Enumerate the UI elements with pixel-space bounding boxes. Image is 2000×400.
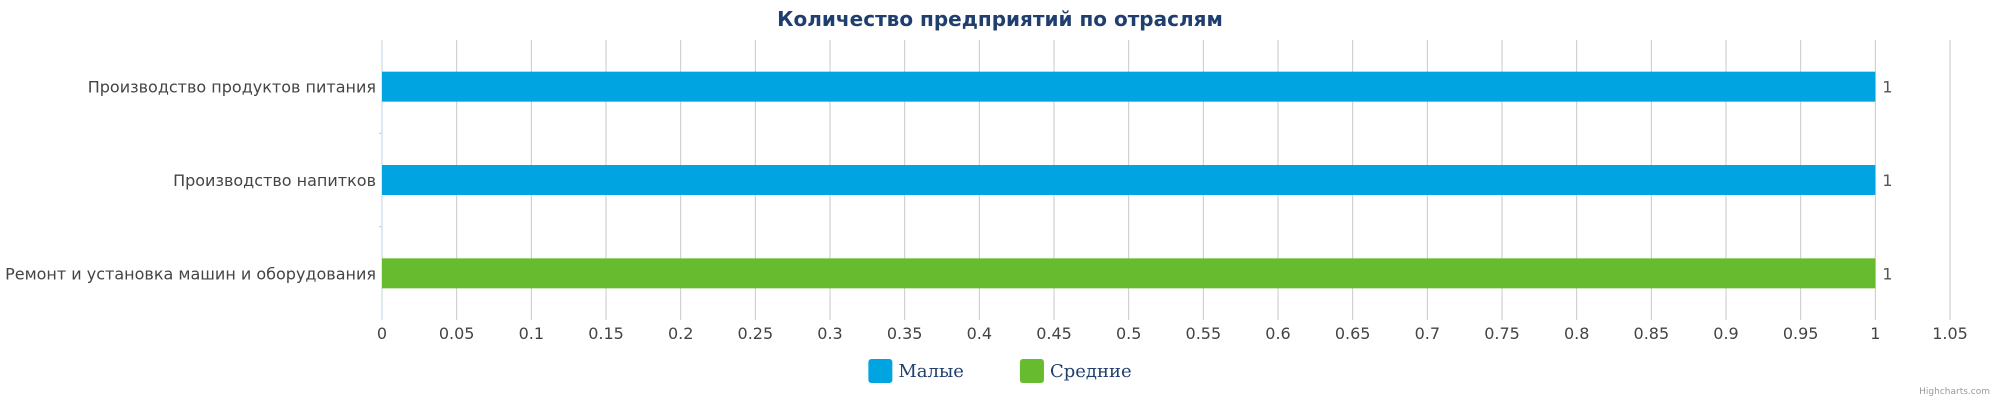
legend: Малые Средние bbox=[868, 359, 1132, 383]
category-label: Ремонт и установка машин и оборудования bbox=[5, 264, 376, 283]
tick-label: 0.95 bbox=[1783, 324, 1819, 343]
tick-label: 0 bbox=[377, 324, 387, 343]
tick-label: 0.6 bbox=[1265, 324, 1290, 343]
category-label: Производство продуктов питания bbox=[88, 78, 376, 97]
data-label: 1 bbox=[1882, 171, 1892, 190]
tick-label: 0.45 bbox=[1036, 324, 1072, 343]
tick-label: 0.55 bbox=[1186, 324, 1222, 343]
category-label: Производство напитков bbox=[173, 171, 376, 190]
tick-label: 1.05 bbox=[1932, 324, 1968, 343]
legend-label[interactable]: Малые bbox=[898, 361, 964, 382]
category-axis: Производство продуктов питания Производст… bbox=[5, 40, 383, 320]
value-axis: 0 0.05 0.1 0.15 0.2 0.25 0.3 0.35 0.4 0.45 0.5 0.55… bbox=[377, 324, 1968, 343]
bar[interactable] bbox=[382, 165, 1876, 195]
tick-label: 0.85 bbox=[1634, 324, 1670, 343]
tick-label: 0.65 bbox=[1335, 324, 1371, 343]
chart-title: Количество предприятий по отраслям bbox=[777, 7, 1223, 31]
tick-label: 0.5 bbox=[1116, 324, 1141, 343]
bars: 1 1 1 bbox=[382, 71, 1893, 289]
tick-label: 1 bbox=[1870, 324, 1880, 343]
legend-item[interactable]: Малые bbox=[868, 359, 964, 383]
tick-label: 0.7 bbox=[1415, 324, 1440, 343]
data-label: 1 bbox=[1882, 78, 1892, 97]
tick-label: 0.2 bbox=[668, 324, 693, 343]
tick-label: 0.35 bbox=[887, 324, 923, 343]
tick-label: 0.1 bbox=[519, 324, 544, 343]
tick-label: 0.15 bbox=[588, 324, 624, 343]
legend-item[interactable]: Средние bbox=[1019, 359, 1132, 383]
tick-label: 0.3 bbox=[817, 324, 842, 343]
tick-label: 0.4 bbox=[967, 324, 992, 343]
tick-label: 0.8 bbox=[1564, 324, 1589, 343]
credits-text[interactable]: Highcharts.com bbox=[1919, 387, 1990, 397]
legend-label[interactable]: Средние bbox=[1050, 361, 1132, 382]
legend-swatch[interactable] bbox=[868, 359, 893, 383]
tick-label: 0.9 bbox=[1713, 324, 1738, 343]
tick-label: 0.05 bbox=[439, 324, 475, 343]
bar[interactable] bbox=[382, 71, 1876, 102]
tick-label: 0.75 bbox=[1484, 324, 1520, 343]
tick-label: 0.25 bbox=[738, 324, 774, 343]
bar[interactable] bbox=[382, 258, 1876, 289]
data-label: 1 bbox=[1882, 264, 1892, 283]
legend-swatch[interactable] bbox=[1019, 359, 1044, 383]
